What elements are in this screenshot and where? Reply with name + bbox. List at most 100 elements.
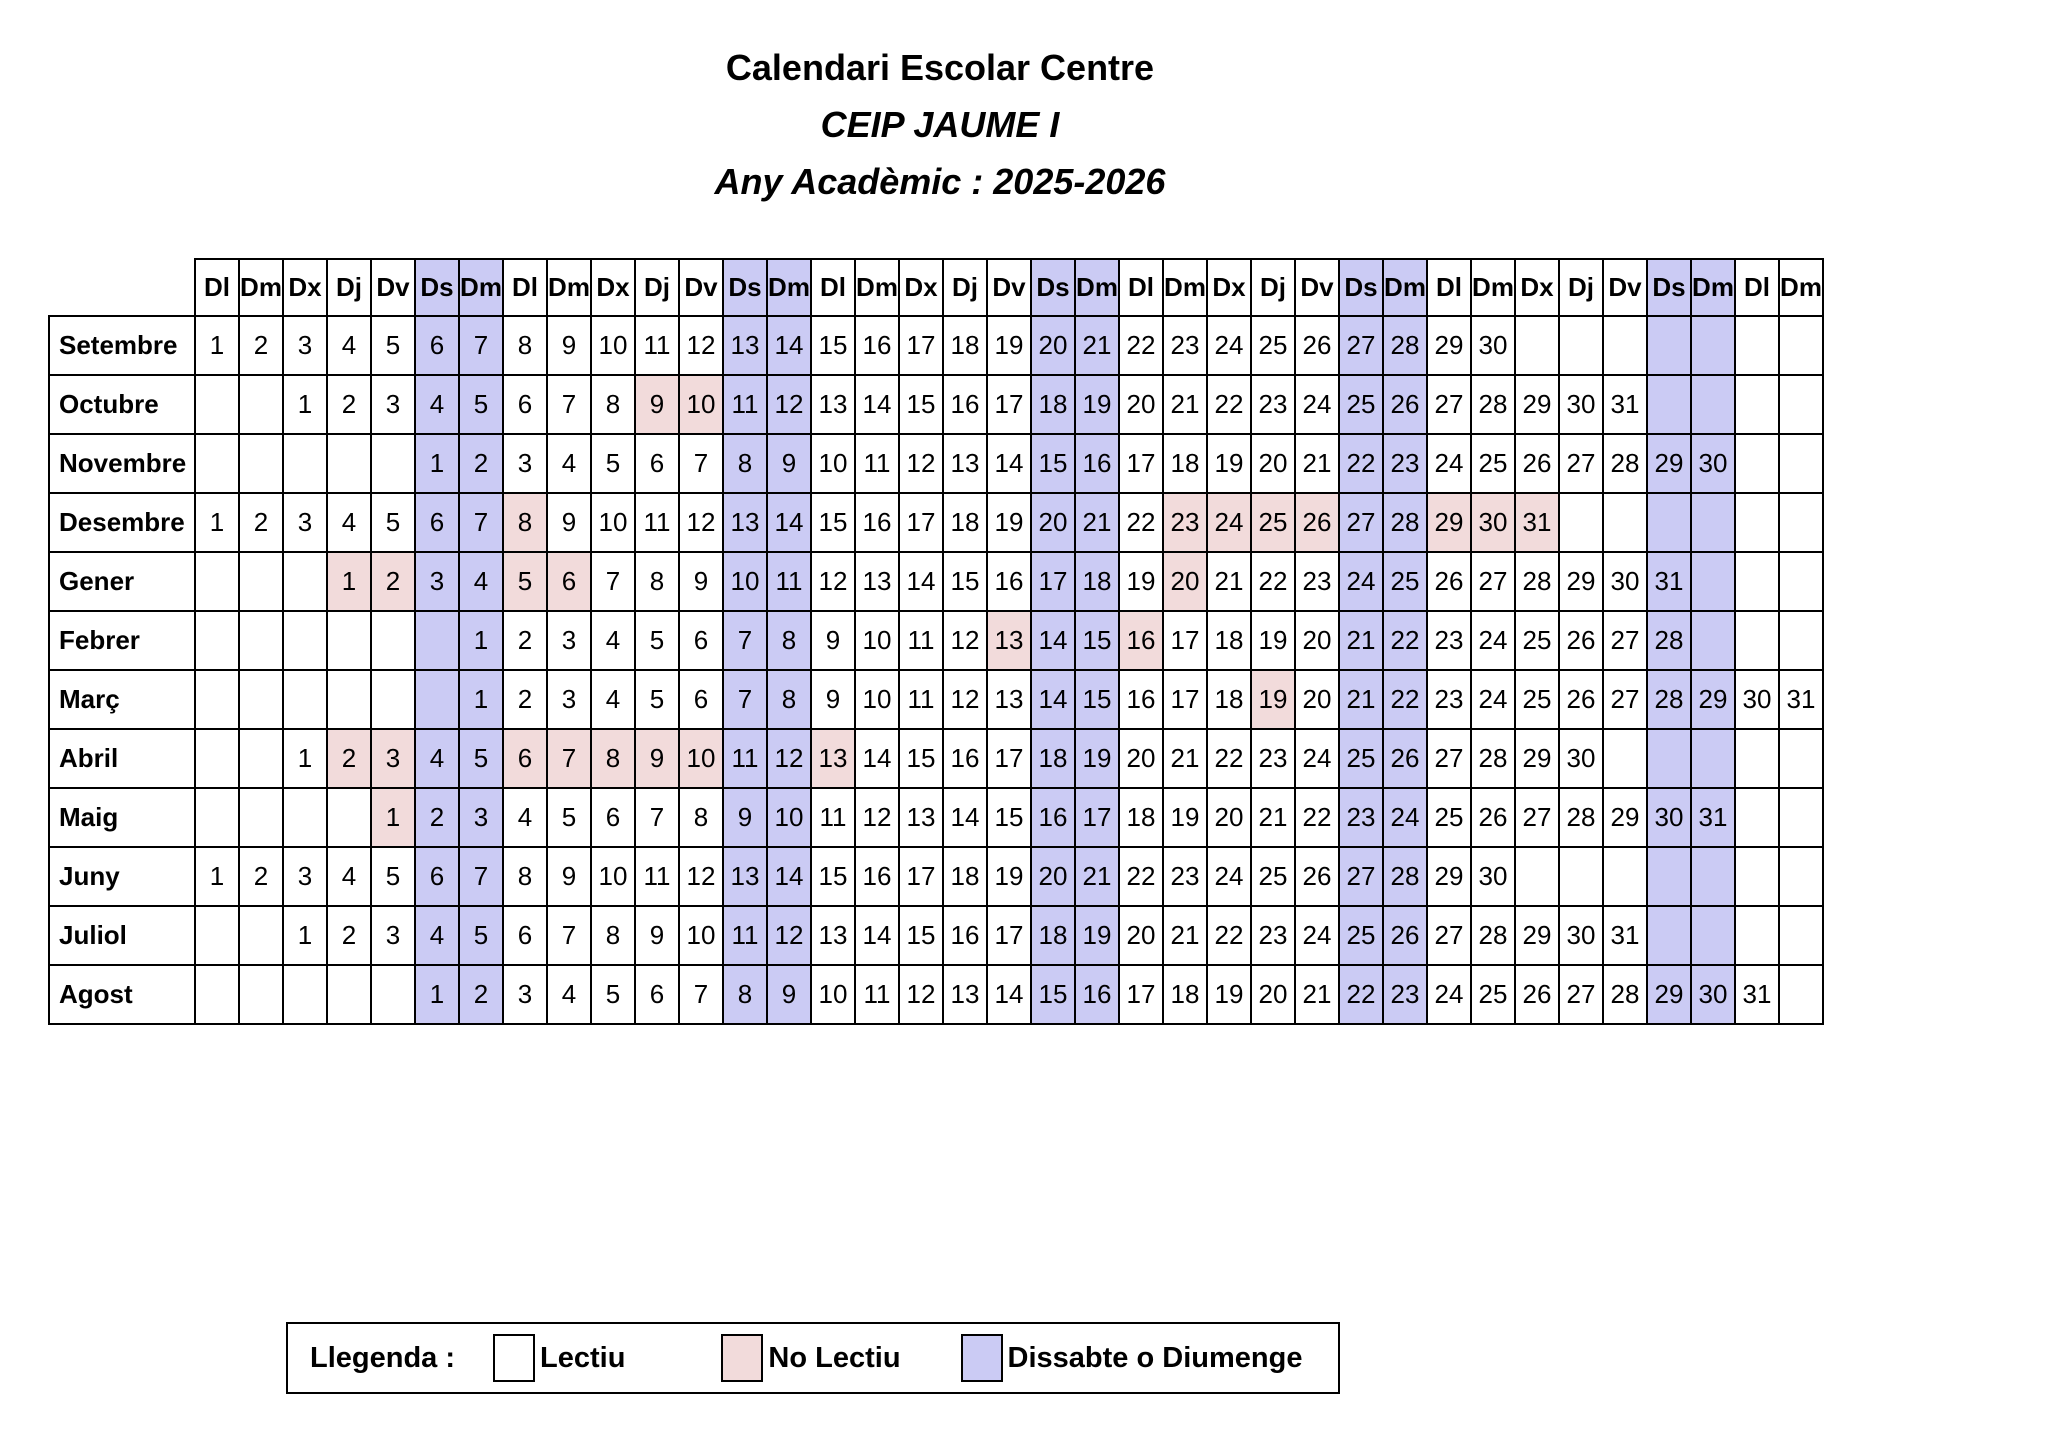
day-cell: 9 bbox=[634, 374, 680, 435]
day-cell: 23 bbox=[1382, 964, 1428, 1025]
day-cell: 26 bbox=[1294, 846, 1340, 907]
month-row-agost: Agost 1 2 3 4 5 6 7 8 9 10 11 12 13 14 15 16 17 18 19 20 21 22… bbox=[48, 964, 1824, 1025]
day-cell: 20 bbox=[1162, 551, 1208, 612]
month-row-maig: Maig 1 2 3 4 5 6 7 8 9 10 11 12 13 14 15 16 17 18 19 20 21 22 2… bbox=[48, 787, 1824, 848]
day-cell: 17 bbox=[1162, 610, 1208, 671]
empty-cell bbox=[194, 964, 240, 1025]
day-cell: 21 bbox=[1162, 374, 1208, 435]
day-cell: 16 bbox=[986, 551, 1032, 612]
day-cell: 12 bbox=[942, 669, 988, 730]
day-cell: 1 bbox=[414, 964, 460, 1025]
day-cell: 28 bbox=[1514, 551, 1560, 612]
weekday-header-cell: Dm bbox=[1778, 258, 1824, 317]
day-cell: 2 bbox=[502, 610, 548, 671]
day-cell: 15 bbox=[1030, 433, 1076, 494]
weekday-header-cell: Dl bbox=[810, 258, 856, 317]
day-cell: 14 bbox=[1030, 669, 1076, 730]
day-cell: 17 bbox=[986, 905, 1032, 966]
day-cell: 4 bbox=[414, 728, 460, 789]
day-cell: 6 bbox=[502, 905, 548, 966]
day-cell: 18 bbox=[1118, 787, 1164, 848]
day-cell: 25 bbox=[1250, 315, 1296, 376]
page-title: Calendari Escolar Centre bbox=[725, 47, 1155, 88]
day-cell: 11 bbox=[722, 728, 768, 789]
month-label: Abril bbox=[48, 728, 196, 789]
empty-cell bbox=[1778, 315, 1824, 376]
day-cell: 23 bbox=[1426, 610, 1472, 671]
day-cell: 14 bbox=[854, 905, 900, 966]
day-cell: 28 bbox=[1470, 374, 1516, 435]
day-cell: 28 bbox=[1382, 315, 1428, 376]
day-cell: 26 bbox=[1558, 610, 1604, 671]
day-cell: 31 bbox=[1514, 492, 1560, 553]
legend-swatch-weekend bbox=[960, 1334, 1003, 1382]
empty-cell bbox=[326, 787, 372, 848]
day-cell: 20 bbox=[1250, 964, 1296, 1025]
day-cell: 31 bbox=[1602, 374, 1648, 435]
day-cell: 14 bbox=[986, 964, 1032, 1025]
weekday-header-cell: Dv bbox=[1294, 258, 1340, 317]
empty-cell bbox=[1646, 728, 1692, 789]
day-cell: 7 bbox=[458, 846, 504, 907]
weekday-header-cell: Dj bbox=[634, 258, 680, 317]
day-cell: 18 bbox=[1162, 964, 1208, 1025]
day-cell: 10 bbox=[590, 846, 636, 907]
day-cell: 2 bbox=[370, 551, 416, 612]
day-cell: 22 bbox=[1118, 492, 1164, 553]
day-cell: 16 bbox=[942, 728, 988, 789]
month-label: Octubre bbox=[48, 374, 196, 435]
day-cell: 22 bbox=[1118, 315, 1164, 376]
empty-cell bbox=[1778, 905, 1824, 966]
day-cell: 16 bbox=[942, 374, 988, 435]
day-cell: 5 bbox=[546, 787, 592, 848]
empty-cell bbox=[1734, 610, 1780, 671]
day-cell: 28 bbox=[1602, 964, 1648, 1025]
academic-year: Any Acadèmic : 2025-2026 bbox=[714, 161, 1166, 202]
day-cell: 9 bbox=[546, 492, 592, 553]
title-block: Calendari Escolar Centre CEIP JAUME I An… bbox=[48, 40, 1832, 210]
day-cell: 23 bbox=[1250, 905, 1296, 966]
day-cell: 29 bbox=[1646, 964, 1692, 1025]
day-cell: 4 bbox=[546, 964, 592, 1025]
day-cell: 23 bbox=[1162, 492, 1208, 553]
day-cell: 27 bbox=[1338, 492, 1384, 553]
day-cell: 30 bbox=[1470, 846, 1516, 907]
empty-cell bbox=[282, 610, 328, 671]
day-cell: 24 bbox=[1294, 905, 1340, 966]
day-cell: 8 bbox=[590, 905, 636, 966]
empty-cell bbox=[1778, 728, 1824, 789]
weekday-header-cell: Dv bbox=[1602, 258, 1648, 317]
day-cell: 1 bbox=[326, 551, 372, 612]
empty-cell bbox=[1734, 787, 1780, 848]
day-cell: 5 bbox=[590, 964, 636, 1025]
day-cell: 21 bbox=[1294, 433, 1340, 494]
day-cell: 4 bbox=[590, 610, 636, 671]
day-cell: 10 bbox=[766, 787, 812, 848]
day-cell: 8 bbox=[678, 787, 724, 848]
day-cell: 9 bbox=[722, 787, 768, 848]
empty-cell bbox=[1602, 315, 1648, 376]
day-cell: 3 bbox=[282, 492, 328, 553]
day-cell: 1 bbox=[194, 492, 240, 553]
day-cell: 22 bbox=[1382, 669, 1428, 730]
month-row-març: Març 1 2 3 4 5 6 7 8 9 10 11 12 13 14 15 16 17 18 19 20 21 22 2… bbox=[48, 669, 1824, 730]
day-cell: 27 bbox=[1470, 551, 1516, 612]
day-cell: 27 bbox=[1558, 964, 1604, 1025]
day-cell: 2 bbox=[326, 374, 372, 435]
day-cell: 26 bbox=[1382, 905, 1428, 966]
empty-cell bbox=[1734, 905, 1780, 966]
day-cell: 22 bbox=[1294, 787, 1340, 848]
day-cell: 6 bbox=[502, 728, 548, 789]
day-cell: 11 bbox=[898, 669, 944, 730]
empty-cell bbox=[238, 905, 284, 966]
day-cell: 11 bbox=[634, 846, 680, 907]
day-cell: 12 bbox=[810, 551, 856, 612]
day-cell: 11 bbox=[854, 433, 900, 494]
day-cell: 17 bbox=[1030, 551, 1076, 612]
day-cell: 20 bbox=[1118, 374, 1164, 435]
day-cell: 18 bbox=[942, 492, 988, 553]
day-cell: 6 bbox=[546, 551, 592, 612]
legend-swatch-no-lectiu bbox=[721, 1334, 764, 1382]
day-cell: 4 bbox=[326, 846, 372, 907]
weekday-header-cell: Dx bbox=[1206, 258, 1252, 317]
